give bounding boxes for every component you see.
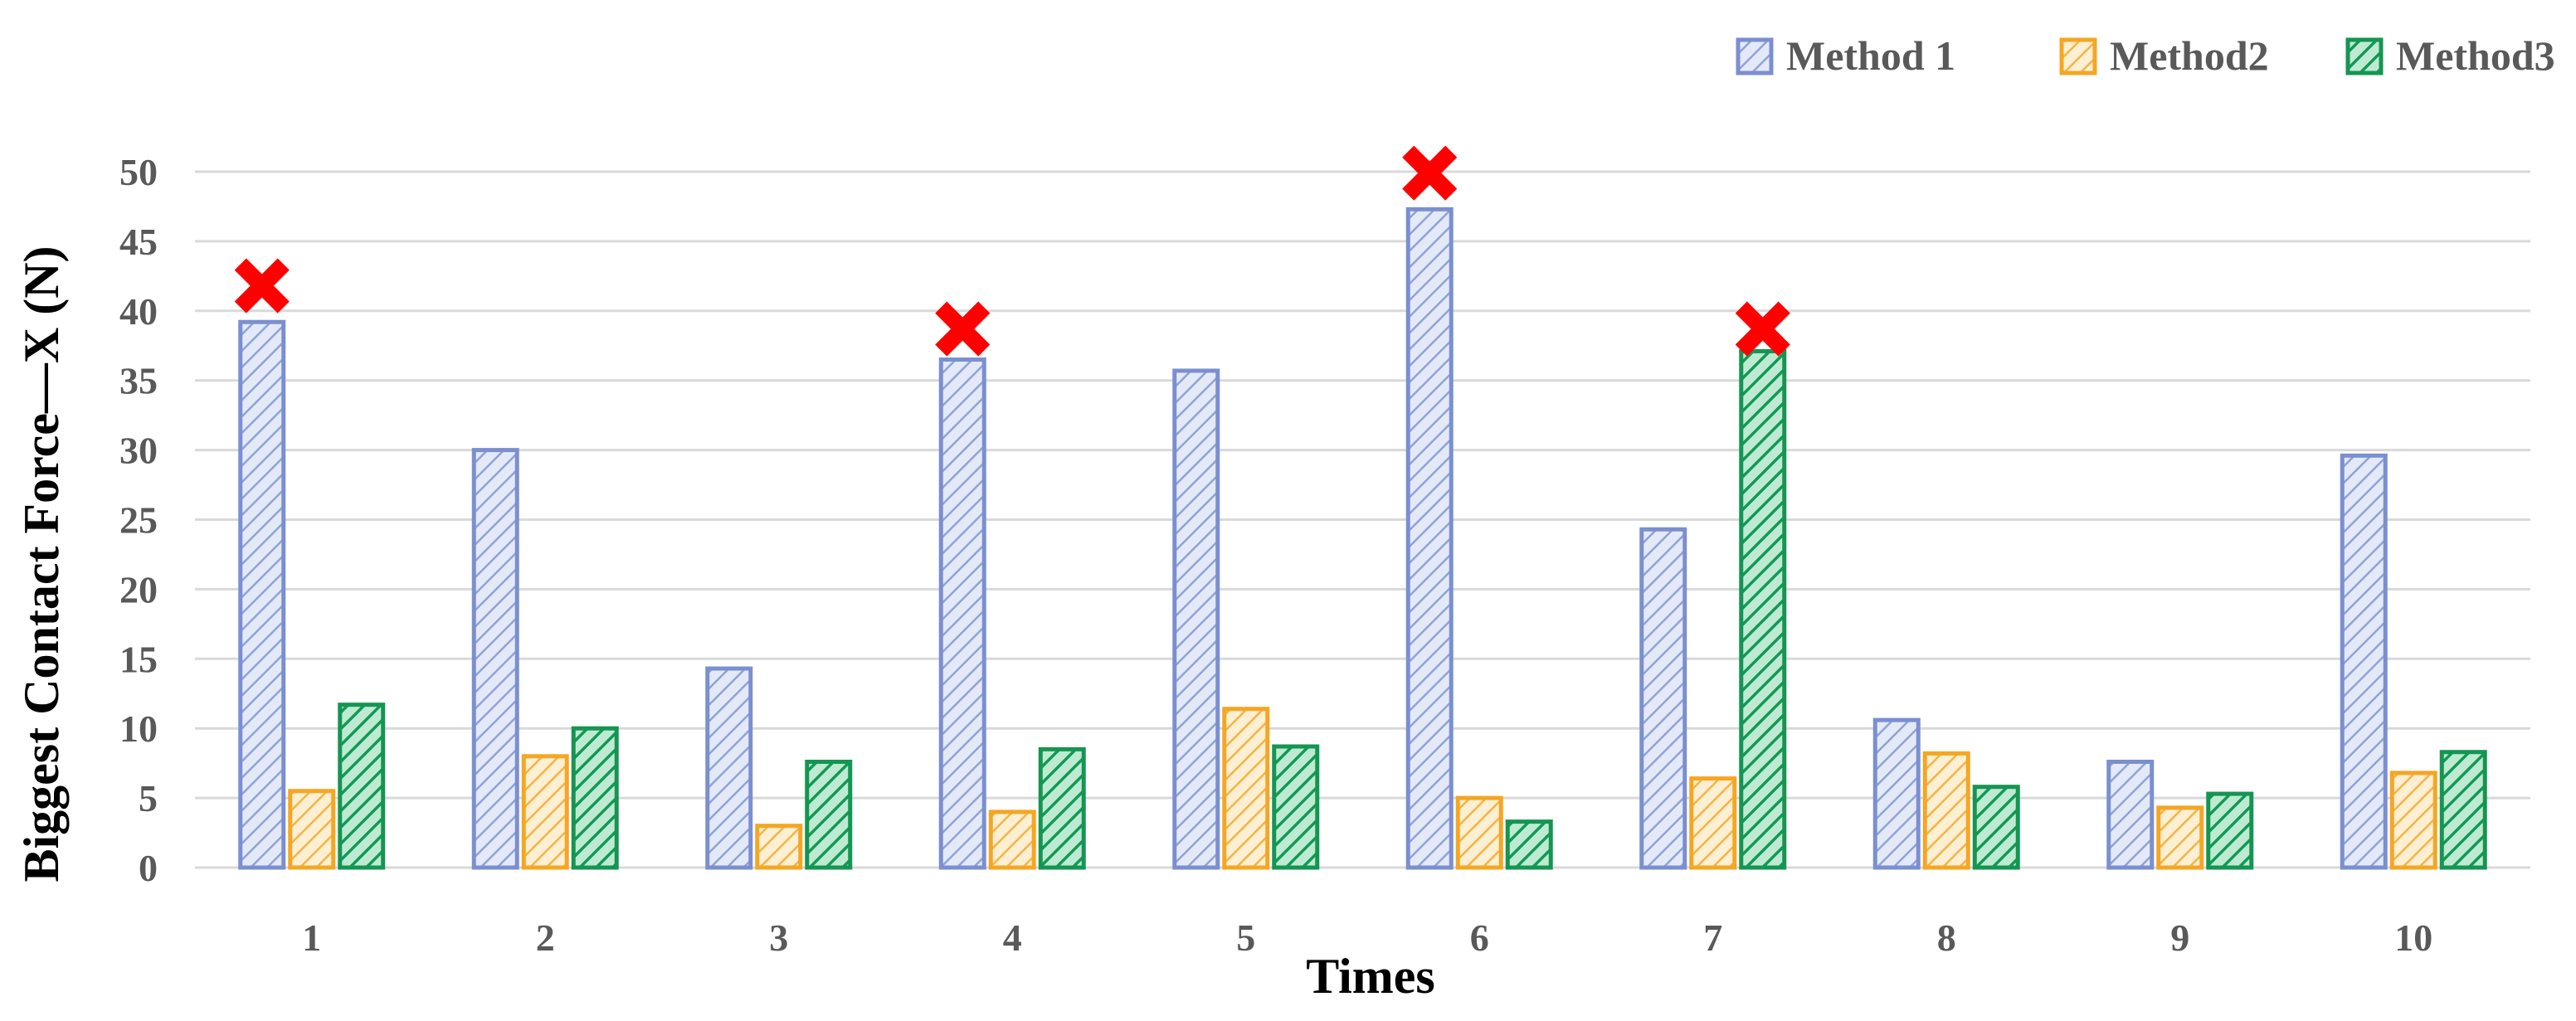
y-tick-label: 50	[119, 151, 158, 193]
bars	[238, 207, 2487, 870]
bar	[521, 754, 569, 870]
bar	[1922, 751, 1970, 870]
x-tick-label: 8	[1937, 916, 1956, 959]
x-tick-label: 7	[1703, 916, 1722, 959]
y-tick-label: 5	[139, 777, 158, 819]
bar	[1639, 527, 1687, 870]
legend-swatch	[1736, 37, 1774, 75]
bar	[1872, 717, 1921, 870]
bar	[338, 703, 386, 870]
x-marker	[1402, 145, 1458, 201]
y-tick-label: 20	[119, 568, 158, 610]
y-axis-label: Biggest Contact Force—X (N)	[14, 246, 69, 882]
bar	[1272, 744, 1320, 870]
x-marker	[1735, 301, 1790, 357]
bar	[2439, 750, 2487, 870]
bar	[2206, 791, 2254, 870]
bar	[805, 759, 853, 870]
bar	[2156, 805, 2204, 870]
x-axis-label: Times	[1306, 949, 1435, 1004]
x-tick-label: 2	[536, 916, 555, 959]
bar	[1222, 707, 1270, 870]
bar	[988, 810, 1036, 870]
bar	[1172, 368, 1220, 870]
legend-swatch	[2059, 37, 2097, 75]
bar	[1405, 207, 1454, 870]
x-tick-label: 5	[1236, 916, 1255, 959]
bar	[571, 726, 619, 870]
y-tick-label: 45	[119, 221, 158, 263]
y-tick-label: 0	[139, 847, 158, 889]
bar	[755, 824, 803, 870]
x-marker	[234, 258, 290, 314]
x-tick-label: 6	[1470, 916, 1489, 959]
y-tick-label: 30	[119, 430, 158, 472]
y-tick-label: 15	[119, 638, 158, 680]
bar	[2389, 771, 2437, 870]
bar	[238, 319, 286, 870]
bar	[1689, 776, 1737, 870]
bar	[2340, 453, 2388, 870]
bar	[1455, 795, 1503, 870]
legend-label: Method3	[2396, 32, 2555, 79]
y-tick-label: 10	[119, 707, 158, 750]
bar	[1038, 746, 1086, 870]
x-tick-label: 10	[2394, 916, 2432, 959]
y-tick-label: 35	[119, 360, 158, 402]
x-tick-label: 4	[1003, 916, 1022, 959]
bar	[1972, 785, 2020, 870]
y-tick-label: 25	[119, 499, 158, 542]
bar	[2106, 759, 2155, 870]
x-markers	[234, 145, 1790, 357]
bar	[1739, 348, 1787, 870]
y-tick-label: 40	[119, 290, 158, 333]
x-tick-label: 9	[2170, 916, 2189, 959]
legend: Method 1 Method2 Method3	[1736, 32, 2555, 79]
x-tick-label: 3	[769, 916, 788, 959]
legend-swatch	[2345, 37, 2384, 75]
bar	[1505, 819, 1553, 870]
bar	[705, 666, 753, 870]
bar	[938, 357, 986, 870]
bar	[288, 789, 336, 870]
x-axis-ticks: 1 2 3 4 5 6 7 8 9 10	[302, 916, 2432, 959]
legend-label: Method2	[2110, 32, 2269, 79]
x-tick-label: 1	[302, 916, 321, 959]
y-axis-ticks: 0 5 10 15 20 25 30 35 40 45 50	[119, 151, 158, 889]
bar	[471, 448, 519, 870]
x-marker	[935, 301, 991, 357]
legend-label: Method 1	[1786, 32, 1955, 79]
